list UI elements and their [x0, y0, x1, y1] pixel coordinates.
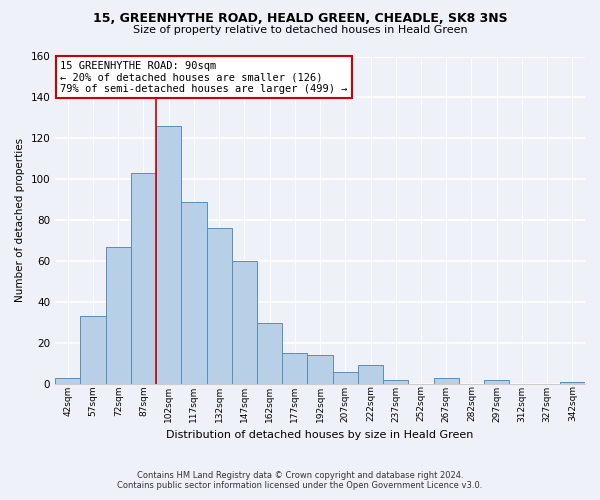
Bar: [232, 261, 257, 384]
Bar: [383, 380, 409, 384]
Y-axis label: Number of detached properties: Number of detached properties: [15, 138, 25, 302]
Text: 15, GREENHYTHE ROAD, HEALD GREEN, CHEADLE, SK8 3NS: 15, GREENHYTHE ROAD, HEALD GREEN, CHEADL…: [92, 12, 508, 26]
Bar: [55, 378, 80, 384]
Bar: [206, 228, 232, 384]
Text: 15 GREENHYTHE ROAD: 90sqm
← 20% of detached houses are smaller (126)
79% of semi: 15 GREENHYTHE ROAD: 90sqm ← 20% of detac…: [60, 60, 348, 94]
Text: Contains HM Land Registry data © Crown copyright and database right 2024.
Contai: Contains HM Land Registry data © Crown c…: [118, 470, 482, 490]
Bar: [332, 372, 358, 384]
Bar: [560, 382, 585, 384]
Text: Size of property relative to detached houses in Heald Green: Size of property relative to detached ho…: [133, 25, 467, 35]
Bar: [434, 378, 459, 384]
Bar: [358, 366, 383, 384]
Bar: [80, 316, 106, 384]
Bar: [156, 126, 181, 384]
Bar: [282, 353, 307, 384]
Bar: [131, 173, 156, 384]
Bar: [307, 356, 332, 384]
Bar: [257, 322, 282, 384]
X-axis label: Distribution of detached houses by size in Heald Green: Distribution of detached houses by size …: [166, 430, 474, 440]
Bar: [484, 380, 509, 384]
Bar: [106, 247, 131, 384]
Bar: [181, 202, 206, 384]
